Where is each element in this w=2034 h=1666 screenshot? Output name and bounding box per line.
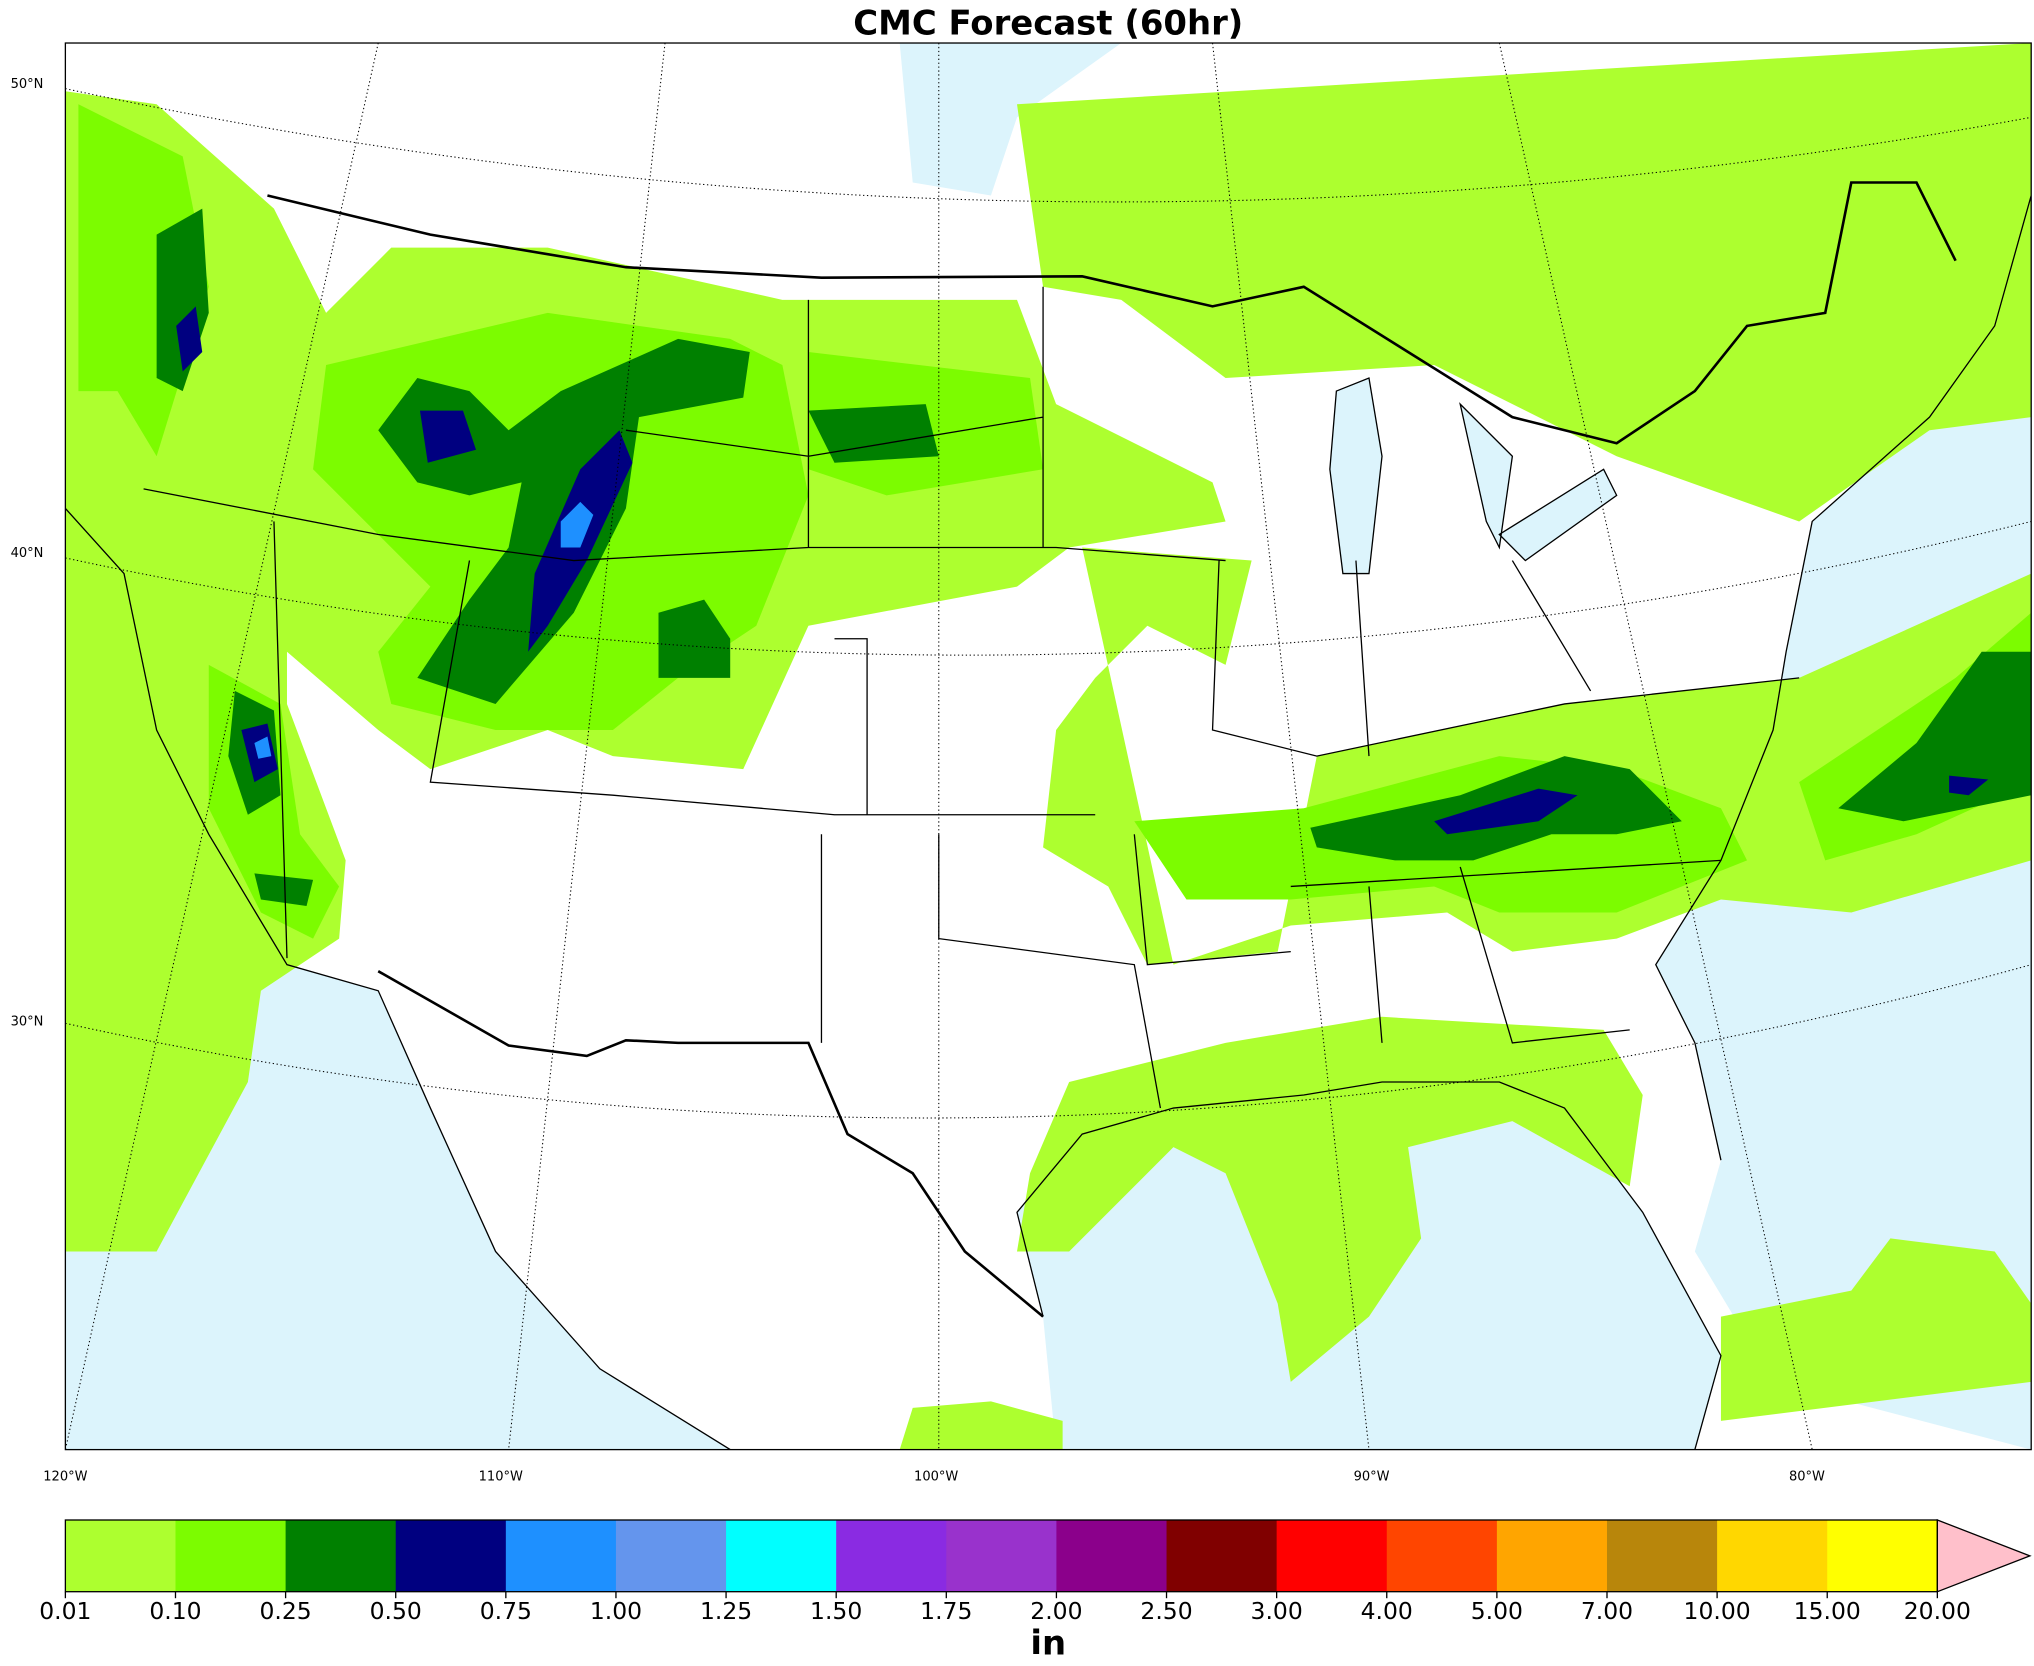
precip [65, 43, 2032, 1450]
colorbar-tick-label: 20.00 [1904, 1597, 1971, 1625]
state-lines [143, 286, 1800, 1109]
colorbar-bin [1166, 1519, 1278, 1592]
colorbar-bin [1717, 1519, 1828, 1592]
colorbar-bin [1056, 1519, 1168, 1592]
colorbar-tick-label: 2.50 [1140, 1597, 1192, 1625]
lat-label: 50°N [11, 77, 44, 92]
title: CMC Forecast (60hr) [853, 3, 1243, 42]
graticule [65, 43, 2032, 1450]
colorbar-bin [726, 1519, 837, 1592]
colorbar-tick-label: 1.75 [920, 1597, 972, 1625]
colorbar-tick-label: 15.00 [1794, 1597, 1861, 1625]
map-frame [64, 42, 2032, 1451]
colorbar-bin [65, 1519, 177, 1592]
map [64, 42, 2032, 1451]
colorbar-unit: in [1030, 1624, 1066, 1663]
lon-label: 90°W [1354, 1469, 1390, 1484]
pacific [65, 508, 731, 1450]
colorbar-bin [505, 1519, 617, 1592]
colorbar-bin [946, 1519, 1058, 1592]
colorbar-tick-label: 0.75 [480, 1597, 532, 1625]
colorbar-tick-label: 0.01 [39, 1597, 91, 1625]
colorbar-bin [1827, 1519, 1938, 1592]
colorbar-bin [1276, 1519, 1388, 1592]
lon-label: 120°W [43, 1469, 87, 1484]
colorbar-tick-label: 2.00 [1030, 1597, 1082, 1625]
colorbar-tick-label: 5.00 [1471, 1597, 1523, 1625]
colorbar-bin [285, 1519, 397, 1592]
coastline [65, 195, 2032, 1450]
colorbar-extend [1936, 1519, 2032, 1593]
colorbar-tick-label: 10.00 [1684, 1597, 1751, 1625]
colorbar-bin [395, 1519, 507, 1592]
colorbar-bin [175, 1519, 287, 1592]
lat-label: 40°N [11, 546, 44, 561]
colorbar-tick-label: 1.50 [810, 1597, 862, 1625]
colorbar-tick-label: 0.50 [370, 1597, 422, 1625]
canada-border [267, 181, 1957, 445]
axis-labels: 50°N 40°N 30°N 120°W 110°W 100°W 90°W 80°W [11, 77, 1825, 1484]
colorbar-tick-label: 3.00 [1251, 1597, 1303, 1625]
colorbar-bin [1606, 1519, 1718, 1592]
colorbar-tick-label: 0.10 [149, 1597, 201, 1625]
colorbar-tick-label: 1.25 [700, 1597, 752, 1625]
lat-label: 30°N [11, 1015, 44, 1030]
colorbar-bin [615, 1519, 727, 1592]
colorbar-tick-label: 0.25 [259, 1597, 311, 1625]
lon-label: 110°W [479, 1469, 523, 1484]
canada-north [899, 43, 1122, 196]
colorbar-bin [1386, 1519, 1498, 1592]
lon-label: 100°W [914, 1469, 958, 1484]
colorbar-tick-label: 1.00 [590, 1597, 642, 1625]
colorbar-tick-label: 4.00 [1361, 1597, 1413, 1625]
colorbar: 0.01 0.10 0.25 0.50 0.75 1.00 1.25 1.50 1.75 2.00… [39, 1519, 2032, 1625]
lon-label: 80°W [1789, 1469, 1825, 1484]
colorbar-bin [1496, 1519, 1608, 1592]
colorbar-tick-label: 7.00 [1581, 1597, 1633, 1625]
colorbar-frame [64, 1519, 1938, 1593]
great-lakes [1329, 377, 1618, 575]
colorbar-bin [836, 1519, 947, 1592]
